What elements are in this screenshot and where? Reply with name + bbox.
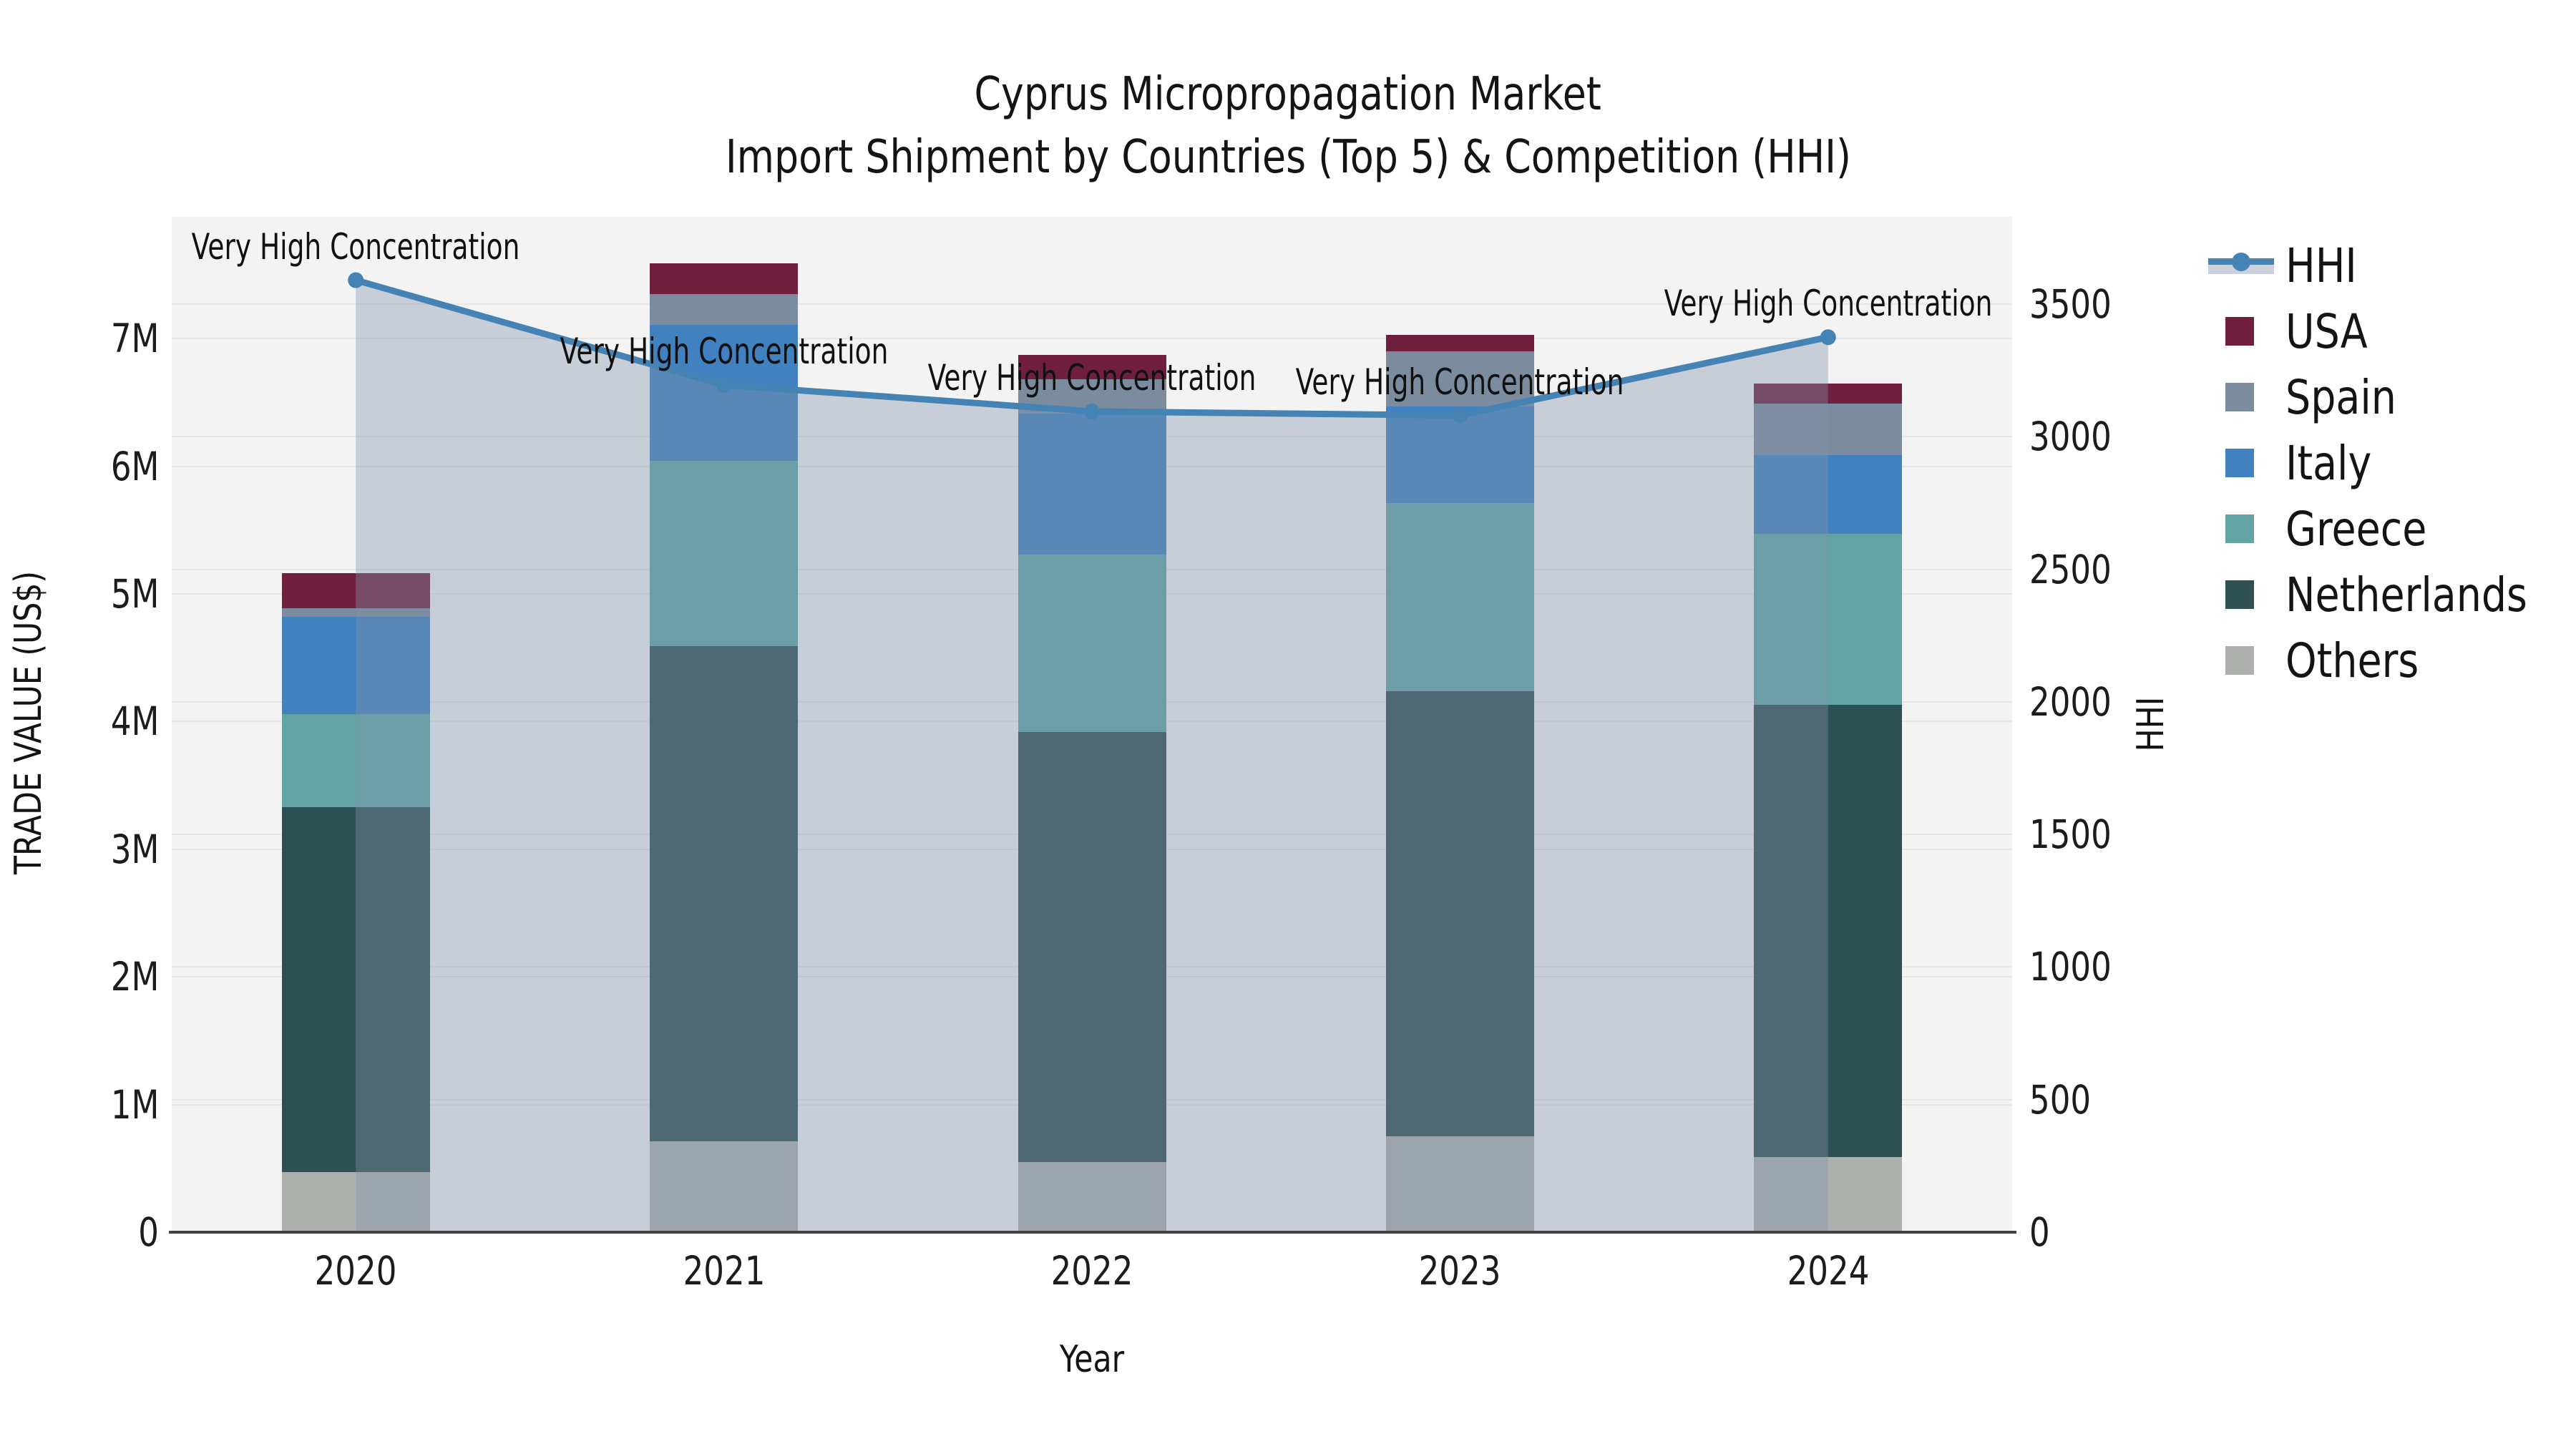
left-tick-0: 0 <box>138 1209 159 1255</box>
legend-swatch-netherlands <box>2225 580 2254 609</box>
right-tick-2000: 2000 <box>2029 678 2112 725</box>
bar-segment-italy-2022 <box>1018 414 1166 555</box>
left-tick-3M: 3M <box>110 826 159 872</box>
bar-segment-others-2024 <box>1754 1156 1903 1232</box>
legend-swatch-others <box>2225 646 2254 675</box>
bar-segment-others-2021 <box>650 1141 799 1232</box>
legend-label-usa: USA <box>2285 303 2368 359</box>
legend-swatch-spain <box>2225 383 2254 411</box>
hhi-area-fill <box>356 280 1828 1232</box>
annotation-2024: Very High Concentration <box>1664 283 1993 325</box>
right-tick-0: 0 <box>2029 1209 2050 1255</box>
bar-segment-spain-2023 <box>1385 351 1534 406</box>
bar-segment-greece-2022 <box>1018 554 1166 732</box>
annotation-2020: Very High Concentration <box>191 225 520 268</box>
bar-segment-netherlands-2024 <box>1754 705 1903 1157</box>
bar-segment-netherlands-2023 <box>1385 691 1534 1137</box>
hhi-marker <box>348 272 364 288</box>
legend-label-netherlands: Netherlands <box>2285 567 2527 623</box>
left-tick-5M: 5M <box>110 571 159 617</box>
bar-segment-netherlands-2020 <box>281 806 430 1173</box>
legend-swatch-usa <box>2225 317 2254 346</box>
bar-segment-italy-2020 <box>281 617 430 714</box>
annotation-2021: Very High Concentration <box>560 330 888 372</box>
hhi-marker-sample <box>2232 253 2250 271</box>
hhi-line-and-area <box>348 272 1836 1232</box>
left-axis-title: TRADE VALUE (US$) <box>7 570 50 875</box>
x-tick-2022: 2022 <box>1050 1248 1133 1294</box>
bar-segment-others-2020 <box>281 1172 430 1232</box>
right-axis-title: HHI <box>2129 696 2172 752</box>
legend-label-others: Others <box>2285 633 2419 688</box>
x-tick-2023: 2023 <box>1418 1248 1501 1294</box>
bar-segment-usa-2021 <box>650 263 799 294</box>
x-tick-2024: 2024 <box>1787 1248 1870 1294</box>
annotation-2023: Very High Concentration <box>1296 361 1624 403</box>
bar-segment-others-2023 <box>1385 1136 1534 1232</box>
gridline <box>172 303 2012 305</box>
bar-segment-greece-2020 <box>281 713 430 807</box>
bar-segment-netherlands-2021 <box>650 646 799 1142</box>
bar-segment-greece-2021 <box>650 461 799 647</box>
bar-segment-italy-2024 <box>1754 454 1903 535</box>
left-tick-4M: 4M <box>110 698 159 745</box>
hhi-marker <box>1084 403 1100 419</box>
right-tick-1000: 1000 <box>2029 944 2112 990</box>
left-tick-6M: 6M <box>110 443 159 489</box>
bar-segment-italy-2021 <box>650 324 799 462</box>
bar-segment-greece-2023 <box>1385 503 1534 691</box>
hhi-marker <box>1452 407 1468 424</box>
bar-segment-spain-2021 <box>650 293 799 325</box>
bar-segment-greece-2024 <box>1754 534 1903 706</box>
legend-label-greece: Greece <box>2285 501 2427 557</box>
chart-title-line1: Cyprus Micropropagation Market <box>974 68 1602 121</box>
bar-segment-usa-2022 <box>1018 355 1166 380</box>
x-tick-2021: 2021 <box>683 1248 765 1294</box>
hhi-marker <box>1820 329 1836 346</box>
bar-segment-spain-2020 <box>281 608 430 618</box>
bar-segment-spain-2024 <box>1754 404 1903 455</box>
x-axis-title: Year <box>1059 1338 1125 1381</box>
x-axis-line <box>169 1231 2016 1234</box>
right-tick-1500: 1500 <box>2029 811 2112 858</box>
left-tick-2M: 2M <box>110 954 159 1000</box>
hhi-marker <box>716 376 732 393</box>
gridline <box>172 338 2012 340</box>
right-tick-3500: 3500 <box>2029 280 2112 327</box>
x-tick-2020: 2020 <box>314 1248 397 1294</box>
legend-swatch-italy <box>2225 449 2254 477</box>
bar-segment-usa-2020 <box>281 573 430 608</box>
bar-segment-others-2022 <box>1018 1161 1166 1232</box>
legend-label-italy: Italy <box>2285 435 2372 491</box>
legend-swatch-greece <box>2225 514 2254 543</box>
chart-title-line2: Import Shipment by Countries (Top 5) & C… <box>725 131 1851 184</box>
bar-segment-usa-2024 <box>1754 383 1903 404</box>
left-tick-7M: 7M <box>110 316 159 362</box>
right-tick-2500: 2500 <box>2029 546 2112 592</box>
right-tick-500: 500 <box>2029 1076 2092 1123</box>
hhi-legend-sample <box>2208 253 2274 274</box>
annotation-2022: Very High Concentration <box>927 356 1257 399</box>
left-tick-1M: 1M <box>110 1081 159 1128</box>
right-tick-3000: 3000 <box>2029 414 2112 460</box>
chart-title: Cyprus Micropropagation Market Import Sh… <box>0 63 2576 189</box>
bar-segment-usa-2023 <box>1385 334 1534 352</box>
legend-label-hhi: HHI <box>2285 238 2357 293</box>
legend-label-spain: Spain <box>2285 369 2396 425</box>
bar-segment-netherlands-2022 <box>1018 731 1166 1162</box>
